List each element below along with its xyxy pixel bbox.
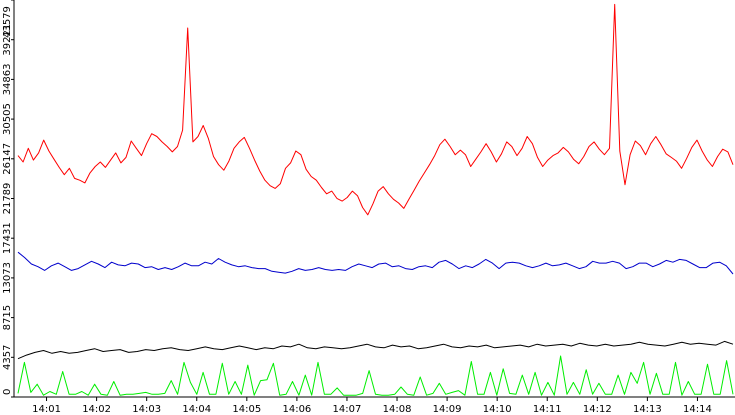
y-tick-label: 21789	[2, 183, 13, 215]
x-tick-label: 14:01	[32, 404, 61, 415]
series-line-1	[17, 3, 734, 216]
y-tick-label: 34863	[2, 63, 13, 95]
y-tick-label: 4357	[2, 345, 13, 370]
x-tick-label: 14:04	[182, 404, 211, 415]
x-tick-label: 14:05	[232, 404, 261, 415]
x-tick-label: 14:02	[82, 404, 111, 415]
x-tick-label: 14:11	[533, 404, 562, 415]
series-line-4	[17, 355, 734, 396]
x-tick-label: 14:10	[483, 404, 512, 415]
x-tick-label: 14:07	[333, 404, 362, 415]
series-layer	[17, 3, 734, 396]
x-tick-label: 14:03	[132, 404, 161, 415]
y-tick-label: 0	[2, 389, 13, 395]
y-tick-label: 13073	[2, 262, 13, 294]
x-tick-label: 14:12	[583, 404, 612, 415]
series-line-2	[17, 251, 734, 275]
y-tick-label: 30505	[2, 103, 13, 135]
y-tick-label: 17431	[2, 222, 13, 254]
x-tick-label: 14:09	[433, 404, 462, 415]
y-tick-label: 26147	[2, 143, 13, 175]
y-tick-label: 39221	[2, 24, 13, 56]
y-axis-ticks: 0 4357 8715 13073 17431 21789 26147 30505 34863 3…	[2, 0, 14, 398]
x-tick-label: 14:14	[683, 404, 712, 415]
x-axis-ticks: 14:01 14:02 14:03 14:04 14:05 14:06 14:07 14:08…	[32, 397, 712, 415]
x-tick-label: 14:06	[282, 404, 311, 415]
x-tick-label: 14:13	[633, 404, 662, 415]
y-tick-label: 8715	[2, 305, 13, 330]
series-line-3	[17, 340, 734, 360]
x-tick-label: 14:08	[383, 404, 412, 415]
y-tick-label: 43579	[2, 6, 13, 38]
